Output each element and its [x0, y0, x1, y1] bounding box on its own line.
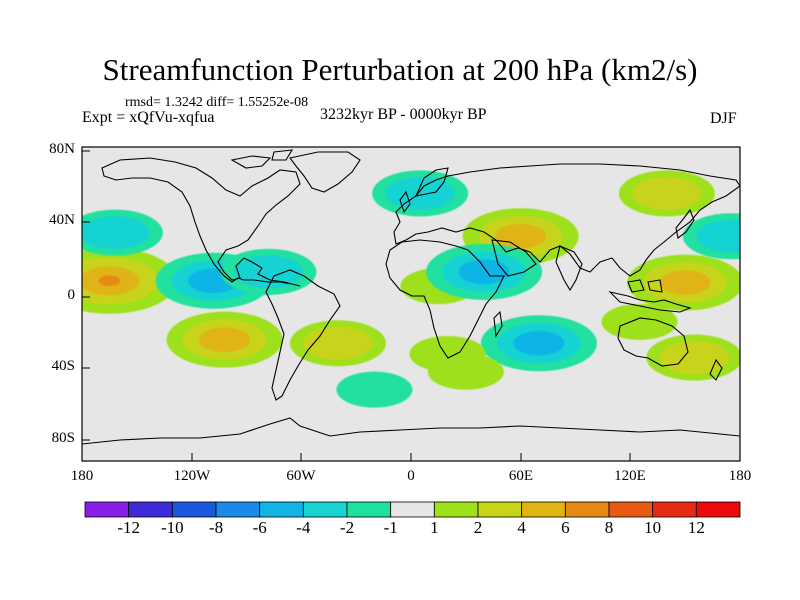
anomaly-cell [336, 371, 413, 408]
anomaly-cell [166, 311, 283, 368]
experiment-label: Expt = xQfVu-xqfua [82, 109, 215, 126]
lat-label-80s: 80S [51, 430, 75, 446]
anomaly-contour [199, 327, 251, 353]
colorbar-label: 10 [644, 518, 662, 537]
lon-label-60e: 60E [508, 468, 534, 484]
coastline-new-zealand [709, 358, 723, 381]
colorbar-label: 2 [473, 518, 483, 537]
coastline-indonesia [608, 279, 692, 313]
colorbar-label: -10 [160, 518, 184, 537]
anomaly-contour [659, 340, 729, 375]
anomaly-cell [82, 247, 178, 314]
anomaly-cell [426, 243, 543, 300]
rmsd-stats: rmsd= 1.3242 diff= 1.55252e-08 [125, 95, 309, 110]
anomaly-cell [618, 170, 715, 217]
colorbar-swatch [652, 501, 697, 518]
colorbar-swatch [128, 501, 173, 518]
coastlines [82, 149, 740, 445]
anomaly-contour [696, 219, 740, 253]
lon-label-120w: 120W [173, 468, 211, 484]
colorbar-swatch [215, 501, 261, 518]
lat-label-80n: 80N [49, 141, 75, 157]
coastline-arabia [491, 239, 537, 277]
colorbar-label: -8 [208, 518, 224, 537]
coastline-arctic-islands [230, 149, 294, 169]
colorbar-swatch [521, 501, 566, 518]
anomaly-cell [627, 254, 740, 311]
coastline-madagascar [493, 310, 503, 338]
anomaly-cell [372, 170, 469, 217]
lon-label-180e: 180 [728, 468, 752, 484]
colorbar-swatch [346, 501, 392, 518]
anomaly-cell [480, 315, 597, 372]
anomaly-cell [601, 303, 678, 340]
anomaly-contour [458, 259, 510, 285]
colorbar-label: -6 [252, 518, 267, 537]
lon-label-60w: 60W [286, 468, 316, 484]
anomaly-contour [385, 176, 455, 210]
colorbar-swatch [608, 501, 654, 518]
anomaly-cell [289, 320, 386, 367]
colorbar-label: -12 [117, 518, 140, 537]
coastline-africa [385, 239, 505, 359]
coastline-japan [675, 208, 695, 239]
coastline-antarctica [82, 417, 740, 445]
anomaly-cell [427, 353, 504, 390]
colorbar-swatch [390, 501, 435, 518]
anomaly-cell [682, 213, 740, 260]
chart-title: Streamfunction Perturbation at 200 hPa (… [102, 52, 698, 87]
colorbar-swatch [564, 501, 610, 518]
anomaly-cell [646, 334, 740, 381]
anomaly-contour [336, 371, 413, 408]
coastline-eurasia [393, 163, 740, 277]
coastline-south-america [265, 269, 341, 401]
anomaly-contour [659, 270, 711, 295]
anomaly-contour [632, 176, 702, 210]
colorbar-label: 4 [517, 518, 526, 537]
colorbar-swatch [171, 501, 217, 518]
lat-label-0: 0 [67, 287, 76, 303]
lon-label-180w: 180 [70, 468, 94, 484]
colorbar-label: 8 [604, 518, 614, 537]
anomaly-field [82, 170, 740, 408]
colorbar-swatch [695, 501, 741, 518]
anomaly-contour [495, 223, 547, 249]
coastline-australia [617, 317, 689, 367]
colorbar-swatch [302, 501, 348, 518]
coastline-scandinavia [415, 167, 449, 197]
colorbar-swatch [259, 501, 304, 518]
colorbar-label: 12 [687, 518, 705, 537]
season-label: DJF [710, 110, 737, 127]
coastline-british-isles [399, 190, 411, 214]
colorbar [84, 501, 741, 518]
coastline-greenland [289, 151, 361, 193]
anomaly-contour [427, 353, 504, 390]
coastline-india [555, 245, 583, 292]
colorbar-label: -4 [296, 518, 311, 537]
colorbar-label: -2 [339, 518, 355, 537]
anomaly-cell [82, 209, 163, 256]
period-label: 3232kyr BP - 0000kyr BP [320, 106, 487, 123]
lat-label-40n: 40N [49, 212, 75, 228]
colorbar-swatch [433, 501, 479, 518]
lat-label-40s: 40S [51, 358, 75, 374]
colorbar-label: 6 [561, 518, 570, 537]
coastline-north-america [101, 157, 301, 287]
axis-ticks [82, 150, 631, 461]
anomaly-contour [98, 275, 121, 287]
lon-label-120e: 120E [614, 468, 646, 484]
anomaly-contour [601, 303, 678, 340]
colorbar-label: -1 [383, 518, 398, 537]
lon-label-0: 0 [407, 468, 415, 484]
anomaly-contour [233, 255, 303, 289]
colorbar-swatch [84, 501, 130, 518]
anomaly-contour [513, 330, 565, 356]
anomaly-contour [82, 216, 150, 250]
colorbar-label: 1 [430, 518, 439, 537]
colorbar-swatch [477, 501, 523, 518]
